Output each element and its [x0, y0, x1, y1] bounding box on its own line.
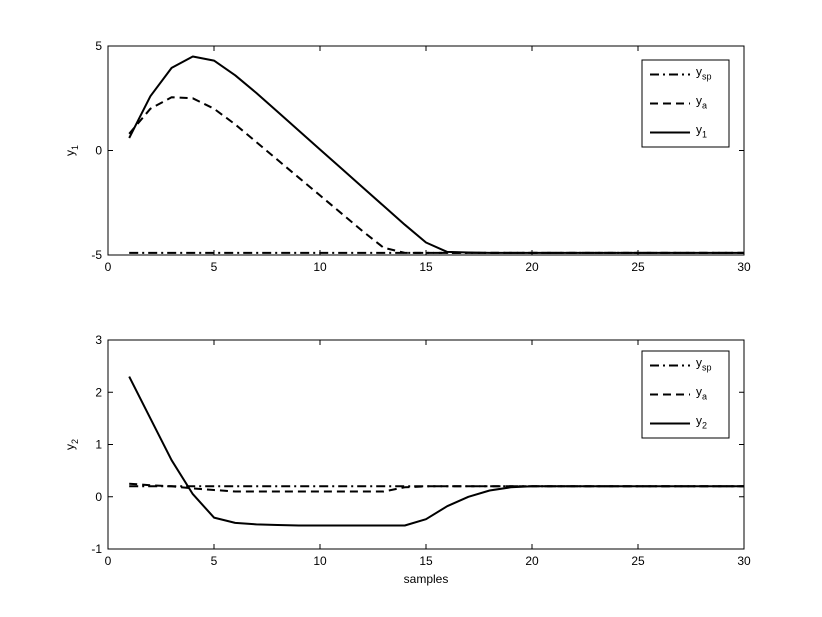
legend: ysp ya y2	[641, 350, 730, 439]
series-line-y-1	[128, 55, 744, 254]
y-tick-label: -5	[91, 248, 102, 262]
x-tick-label: 25	[631, 554, 645, 568]
x-tick-label: 10	[313, 260, 327, 274]
y-axis-label: y2	[63, 439, 80, 450]
x-tick-label: 5	[211, 554, 218, 568]
x-tick-label: 20	[525, 554, 539, 568]
legend-label: y1	[696, 123, 707, 140]
x-tick-label: 20	[525, 260, 539, 274]
x-axis-label: samples	[404, 572, 449, 586]
x-tick-label: 15	[419, 260, 433, 274]
legend-label: ysp	[696, 65, 712, 82]
legend-label: y2	[696, 414, 707, 431]
x-tick-label: 30	[737, 260, 751, 274]
legend-label: ya	[696, 385, 707, 402]
y-tick-label: 3	[95, 333, 102, 347]
x-tick-label: 5	[211, 260, 218, 274]
legend-label: ysp	[696, 356, 712, 373]
legend: ysp ya y1	[641, 59, 730, 148]
y-tick-label: 1	[95, 438, 102, 452]
y-tick-label: 2	[95, 385, 102, 399]
legend-label: ya	[696, 94, 707, 111]
x-tick-label: 0	[105, 554, 112, 568]
series-line-y-2	[128, 376, 744, 527]
y-tick-label: 5	[95, 39, 102, 53]
x-tick-label: 15	[419, 554, 433, 568]
x-tick-label: 10	[313, 554, 327, 568]
x-tick-label: 0	[105, 260, 112, 274]
y-tick-label: 0	[95, 144, 102, 158]
x-tick-label: 30	[737, 554, 751, 568]
y-axis-label: y1	[63, 145, 80, 156]
y-tick-label: 0	[95, 490, 102, 504]
series-line-y-a	[129, 482, 744, 493]
x-tick-label: 25	[631, 260, 645, 274]
y-tick-label: -1	[91, 542, 102, 556]
